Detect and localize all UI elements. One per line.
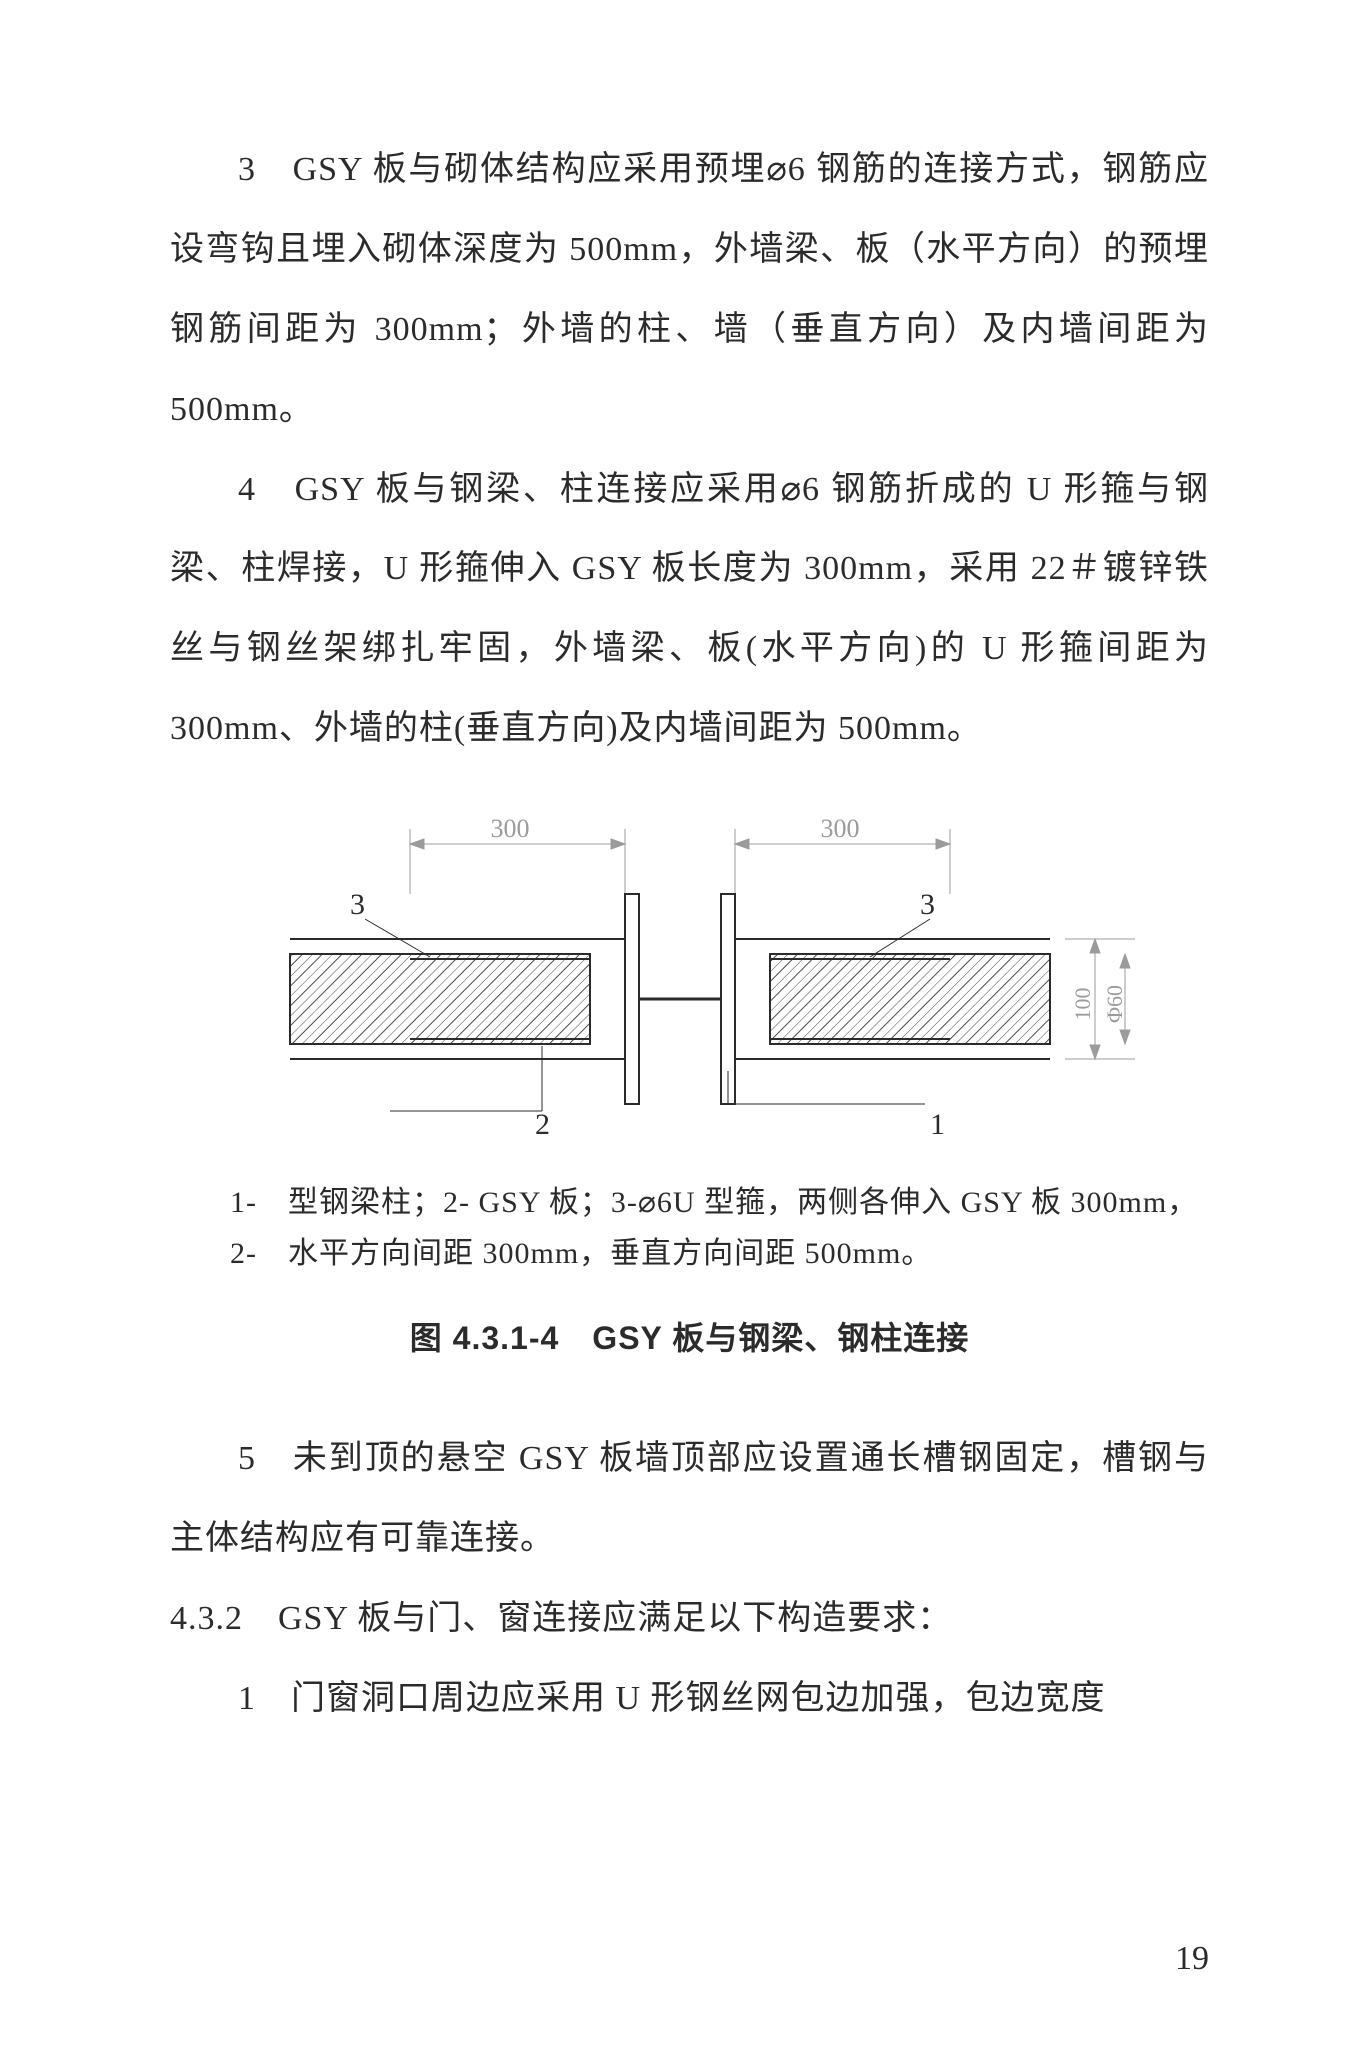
dim-100: 100: [1070, 988, 1095, 1021]
gsy-panel-right: [770, 954, 1050, 1044]
figure-legend: 1- 型钢梁柱；2- GSY 板；3-⌀6U 型箍，两侧各伸入 GSY 板 30…: [230, 1177, 1209, 1279]
label-3-left: 3: [350, 888, 365, 921]
gsy-panel-left: [290, 954, 590, 1044]
label-1: 1: [930, 1108, 945, 1141]
paragraph-5: 5 未到顶的悬空 GSY 板墙顶部应设置通长槽钢固定，槽钢与主体结构应有可靠连接…: [170, 1419, 1209, 1579]
connection-diagram-svg: 300 300: [230, 799, 1150, 1159]
steel-column: [625, 894, 735, 1104]
dim-300-left: 300: [490, 814, 529, 843]
figure-caption: 图 4.3.1-4 GSY 板与钢梁、钢柱连接: [170, 1313, 1209, 1359]
figure-4-3-1-4: 300 300: [170, 799, 1209, 1359]
dim-300-right: 300: [820, 814, 859, 843]
paragraph-4: 4 GSY 板与钢梁、柱连接应采用⌀6 钢筋折成的 U 形箍与钢梁、柱焊接，U …: [170, 450, 1209, 770]
section-4-3-2: 4.3.2 GSY 板与门、窗连接应满足以下构造要求：: [170, 1579, 1209, 1659]
label-3-right: 3: [920, 888, 935, 921]
document-page: 3 GSY 板与砌体结构应采用预埋⌀6 钢筋的连接方式，钢筋应设弯钩且埋入砌体深…: [0, 0, 1359, 2048]
paragraph-3: 3 GSY 板与砌体结构应采用预埋⌀6 钢筋的连接方式，钢筋应设弯钩且埋入砌体深…: [170, 130, 1209, 450]
page-number: 19: [1175, 1940, 1209, 1978]
legend-line-1: 1- 型钢梁柱；2- GSY 板；3-⌀6U 型箍，两侧各伸入 GSY 板 30…: [230, 1177, 1209, 1228]
paragraph-4-3-2-1: 1 门窗洞口周边应采用 U 形钢丝网包边加强，包边宽度: [170, 1659, 1209, 1739]
dim-phi60: Φ60: [1102, 985, 1127, 1023]
legend-line-2: 2- 水平方向间距 300mm，垂直方向间距 500mm。: [230, 1228, 1209, 1279]
label-2: 2: [535, 1108, 550, 1141]
